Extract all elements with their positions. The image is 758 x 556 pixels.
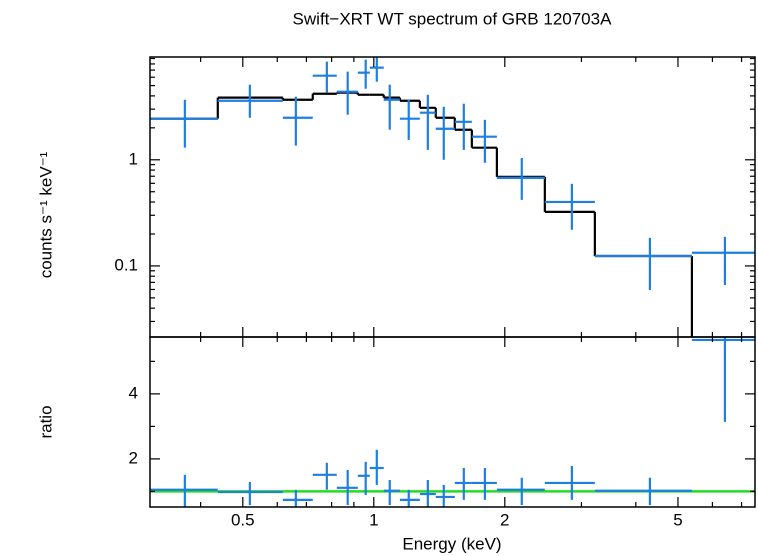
top-plot [150,57,755,337]
y-tick-label: 4 [129,383,138,402]
x-tick-label: 0.5 [231,510,255,529]
x-axis-label: Energy (keV) [402,534,501,553]
ratio-axis-label: ratio [36,405,55,438]
y-tick-label: 1 [129,149,138,168]
x-tick-label: 1 [369,510,378,529]
x-tick-label: 2 [500,510,509,529]
chart-title: Swift−XRT WT spectrum of GRB 120703A [293,9,613,28]
axes: 0.5 1 2 5 0.1 1 2 4 [114,57,755,529]
y-axis-label: counts s⁻¹ keV⁻¹ [36,151,55,278]
y-tick-label: 0.1 [114,255,138,274]
ratio-frame [149,336,756,508]
top-frame [149,56,756,338]
x-tick-label: 5 [673,510,682,529]
ratio-plot [150,337,755,507]
y-tick-label: 2 [129,448,138,467]
